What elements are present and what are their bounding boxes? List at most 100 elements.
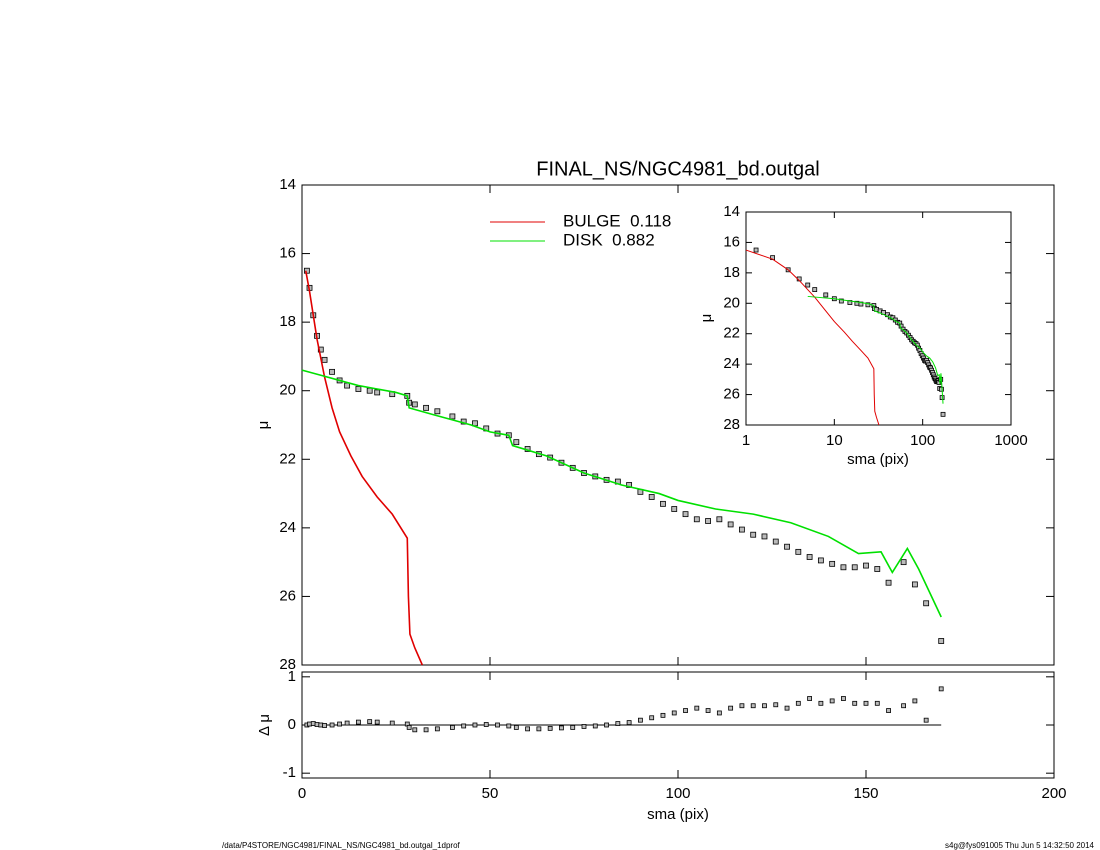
residual-point: [863, 700, 869, 706]
inset-y-axis-label: μ: [698, 314, 715, 323]
residual-point: [513, 725, 519, 730]
x-tick-label: 1000: [994, 432, 1027, 449]
y-tick-label: 18: [723, 264, 740, 281]
chart-title: FINAL_NS/NGC4981_bd.outgal: [536, 158, 820, 180]
data-point: [716, 516, 723, 523]
residual-point: [795, 700, 801, 706]
data-point: [938, 638, 945, 644]
data-point: [911, 581, 918, 588]
x-tick-label: 200: [1041, 785, 1066, 802]
data-point: [823, 292, 829, 298]
y-tick-label: 24: [279, 519, 296, 536]
residual-point: [581, 724, 587, 729]
data-point: [838, 298, 844, 304]
residual-point: [886, 708, 891, 713]
data-point: [939, 386, 944, 392]
residual-point: [874, 700, 880, 706]
residual-point: [818, 700, 824, 706]
residual-point: [901, 703, 906, 709]
residual-point: [728, 705, 734, 711]
residual-point: [461, 723, 467, 729]
residual-point: [750, 703, 756, 709]
residual-point: [472, 722, 478, 728]
data-point: [411, 401, 418, 408]
y-tick-label: 28: [279, 656, 296, 673]
y-tick-label: 20: [279, 382, 296, 399]
residual-point: [683, 708, 688, 713]
residual-point: [374, 719, 380, 725]
residual-point: [829, 698, 835, 704]
plot-frame: [745, 211, 1012, 426]
y-tick-label: 24: [723, 355, 740, 372]
data-point: [805, 282, 811, 288]
model-line: [745, 249, 880, 426]
residual-point: [570, 725, 576, 730]
model-line: [807, 295, 944, 404]
data-point: [344, 382, 351, 389]
data-point: [923, 600, 930, 607]
data-point: [727, 521, 734, 528]
data-point: [671, 506, 678, 512]
data-point: [761, 533, 768, 540]
data-point: [329, 368, 335, 375]
data-point: [817, 557, 824, 564]
y-tick-label: 14: [723, 203, 740, 220]
data-point: [366, 387, 373, 394]
data-point: [739, 526, 745, 533]
residual-point: [784, 705, 790, 711]
residual-point: [739, 703, 745, 709]
x-tick-label: 1: [742, 432, 750, 449]
residual-point: [495, 722, 500, 728]
data-point: [806, 554, 813, 560]
residual-point: [423, 727, 429, 733]
inset-x-axis-label: sma (pix): [847, 451, 909, 468]
residual-point: [604, 722, 609, 728]
data-point: [863, 562, 869, 569]
y-tick-label: 26: [279, 587, 296, 604]
footer-right: s4g@fys091005 Thu Jun 5 14:32:50 2014: [945, 841, 1095, 850]
residual-point: [367, 719, 373, 725]
y-tick-label: 16: [723, 233, 740, 250]
legend-label: DISK 0.882: [563, 230, 655, 249]
data-point: [750, 531, 757, 538]
x-tick-label: 50: [482, 785, 499, 802]
model-line: [301, 369, 942, 618]
data-point: [660, 500, 666, 507]
y-tick-label: 14: [279, 176, 296, 193]
data-point: [900, 559, 907, 566]
data-point: [795, 548, 802, 555]
x-axis-label: sma (pix): [647, 806, 709, 823]
residual-point: [329, 722, 335, 728]
data-point: [321, 356, 328, 363]
data-point: [374, 389, 381, 396]
residual-point: [912, 698, 918, 704]
data-point: [940, 411, 946, 417]
residual-point: [938, 686, 944, 692]
residual-y-axis-label: Δ μ: [256, 714, 273, 736]
data-point: [693, 516, 700, 523]
residual-point: [705, 708, 711, 713]
y-tick-label: 20: [723, 294, 740, 311]
data-point: [772, 538, 779, 545]
x-tick-label: 100: [910, 432, 935, 449]
y-tick-label: 18: [279, 313, 296, 330]
data-point: [513, 439, 520, 446]
residual-point: [337, 721, 343, 727]
residual-point: [389, 720, 395, 726]
data-point: [355, 386, 362, 392]
residual-point: [547, 725, 553, 731]
y-axis-label: μ: [255, 421, 272, 430]
residual-point: [412, 727, 418, 733]
residual-point: [923, 717, 929, 723]
residual-point: [592, 723, 598, 729]
y-tick-label: 22: [279, 450, 296, 467]
residual-point: [536, 726, 542, 732]
residual-point: [434, 726, 440, 732]
data-point: [449, 413, 456, 420]
data-point: [851, 564, 858, 571]
residual-point: [716, 710, 722, 716]
footer-left: /data/P4STORE/NGC4981/FINAL_NS/NGC4981_b…: [222, 841, 461, 850]
residual-point: [344, 720, 350, 726]
data-point: [885, 579, 892, 586]
